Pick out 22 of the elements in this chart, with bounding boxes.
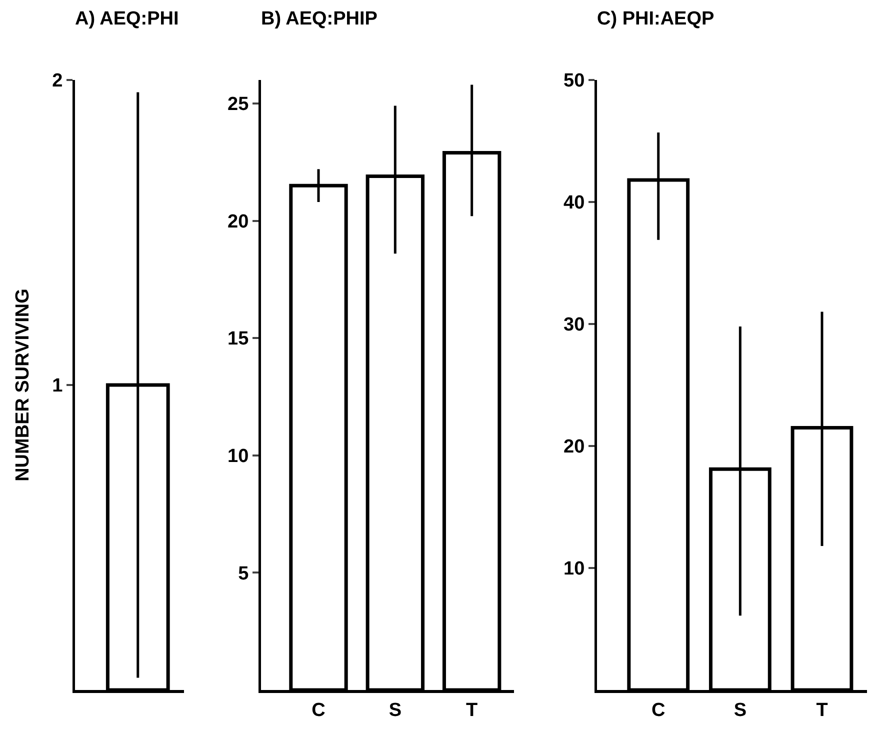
y-tick-label: 20 [564, 436, 585, 458]
chart-title: B) AEQ:PHIP [261, 8, 378, 30]
y-tick-label: 5 [238, 563, 250, 584]
x-tick-label: C [651, 700, 666, 721]
y-tick-label: 2 [52, 70, 63, 92]
y-axis-title: NUMBER SURVIVING [12, 288, 34, 482]
y-tick-label: 40 [564, 192, 585, 214]
chart-title: C) PHI:AEQP [597, 8, 714, 30]
y-tick-label: 30 [564, 314, 585, 336]
x-tick-label: C [312, 700, 326, 721]
x-tick-label: T [466, 700, 478, 721]
x-tick-label: S [734, 700, 747, 721]
y-tick-label: 10 [228, 446, 249, 468]
y-tick-label: 1 [52, 376, 64, 397]
y-tick-label: 50 [564, 70, 585, 92]
chart-title: A) AEQ:PHI [75, 8, 179, 30]
y-tick-label: 15 [228, 328, 250, 350]
y-tick-label: 10 [564, 558, 585, 580]
x-tick-label: T [816, 700, 828, 721]
y-tick-label: 20 [228, 211, 249, 232]
y-tick-label: 25 [228, 94, 250, 116]
x-tick-label: S [388, 700, 402, 721]
